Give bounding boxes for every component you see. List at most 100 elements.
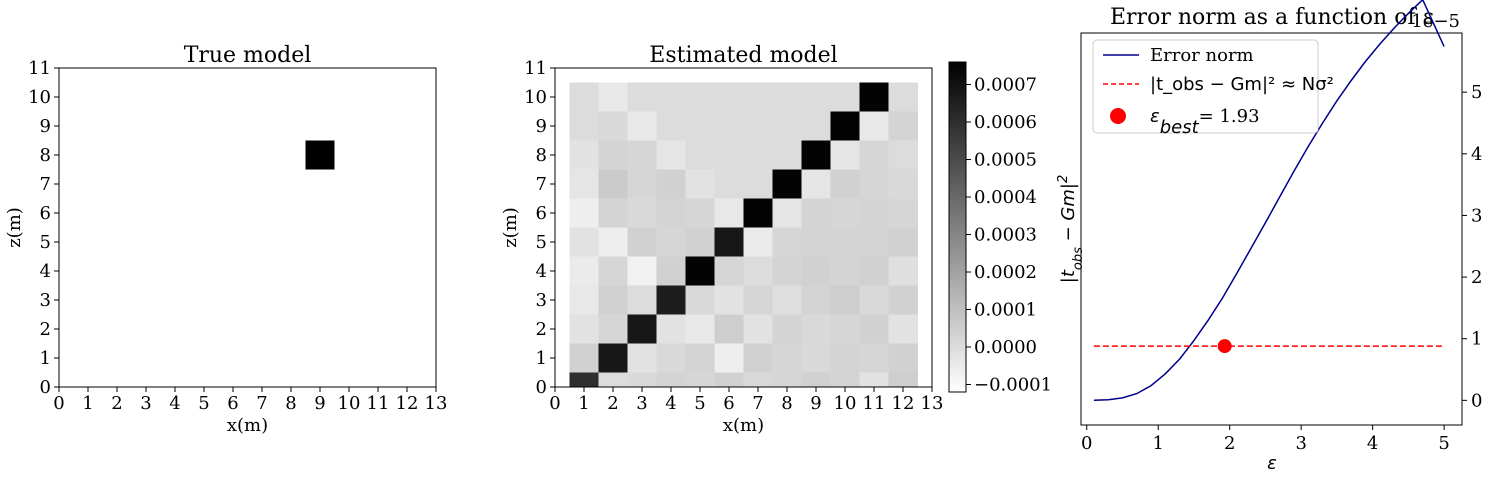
x-tick-label: 3	[140, 393, 151, 414]
estimate-cell	[569, 256, 599, 286]
y-tick-label: 0	[40, 377, 51, 398]
estimate-cell	[801, 256, 831, 286]
y-tick-label: 9	[536, 116, 547, 137]
y-tick-label: 3	[40, 290, 51, 311]
estimate-cell	[598, 169, 628, 199]
x-tick-label: 4	[665, 393, 676, 414]
estimate-cell	[743, 314, 773, 344]
estimate-cell	[772, 140, 802, 170]
x-tick-label: 0	[549, 393, 560, 414]
estimate-cell	[656, 169, 686, 199]
x-tick-label: 13	[921, 393, 944, 414]
colorbar-tick-label: 0.0002	[974, 262, 1037, 283]
estimate-cell	[859, 314, 889, 344]
y-tick-label: 5	[536, 232, 547, 253]
error-norm-panel: Error norm as a function of ε 1e−5 0 1 2 3 4…	[1056, 0, 1482, 474]
estimate-cell	[627, 256, 657, 286]
estimate-cell	[569, 82, 599, 112]
estimate-cell	[743, 343, 773, 373]
estimate-cell	[859, 140, 889, 170]
x-tick-label: 3	[636, 393, 647, 414]
estimate-cell	[598, 314, 628, 344]
estimate-cell	[569, 285, 599, 315]
x-tick-label: 12	[396, 393, 419, 414]
estimate-cell	[685, 285, 715, 315]
estimate-cell	[830, 285, 860, 315]
estimate-cell	[743, 111, 773, 141]
estimate-cell	[743, 227, 773, 257]
x-tick-label: 4	[1367, 433, 1378, 454]
estimate-cell	[714, 285, 744, 315]
x-tick-label: 10	[338, 393, 361, 414]
x-tick-label: 11	[863, 393, 886, 414]
y-tick-label: 2	[536, 319, 547, 340]
estimate-cell	[685, 169, 715, 199]
colorbar-tick-label: 0.0007	[974, 75, 1037, 96]
estimate-cell	[830, 198, 860, 228]
estimate-cell	[830, 256, 860, 286]
estimate-cell	[743, 285, 773, 315]
x-tick-label: 13	[425, 393, 448, 414]
colorbar-tick-label: −0.0001	[974, 375, 1052, 396]
y-tick-label: 0	[1471, 390, 1482, 411]
estimate-cell	[772, 198, 802, 228]
estimate-cell	[714, 140, 744, 170]
estimate-cell	[888, 285, 918, 315]
estimate-cell	[772, 285, 802, 315]
estimate-cell	[859, 82, 889, 112]
estimate-cell	[743, 256, 773, 286]
estimate-cell	[685, 227, 715, 257]
y-tick-label: 4	[1471, 144, 1482, 165]
estimate-cell	[830, 227, 860, 257]
estimate-cell	[743, 82, 773, 112]
estimate-cell	[685, 256, 715, 286]
estimate-cell	[859, 198, 889, 228]
legend-error-norm-label: Error norm	[1150, 45, 1254, 66]
estimate-cell	[598, 372, 628, 388]
estimate-cell	[656, 314, 686, 344]
error-norm-line	[1093, 0, 1445, 402]
estimate-cell	[859, 343, 889, 373]
estimate-cell	[714, 169, 744, 199]
estimate-cell	[888, 140, 918, 170]
estimate-cell	[714, 198, 744, 228]
estimate-cell	[598, 343, 628, 373]
estimate-cell	[801, 372, 831, 388]
x-tick-label: 6	[227, 393, 238, 414]
estimate-cell	[859, 256, 889, 286]
estimate-cell	[801, 343, 831, 373]
estimate-cell	[598, 285, 628, 315]
estimate-cell	[627, 140, 657, 170]
legend-best-marker	[1110, 108, 1126, 124]
y-tick-label: 3	[1471, 205, 1482, 226]
estimate-cell	[569, 111, 599, 141]
estimate-cell	[598, 140, 628, 170]
estimate-cell	[830, 314, 860, 344]
colorbar-tick-label: 0.0001	[974, 300, 1037, 321]
estimate-cell	[656, 285, 686, 315]
x-tick-label: 2	[111, 393, 122, 414]
estimate-cell	[772, 314, 802, 344]
estimate-cell	[859, 111, 889, 141]
estimate-cell	[569, 227, 599, 257]
estimate-cell	[656, 227, 686, 257]
colorbar-gradient	[948, 61, 967, 393]
estimate-cell	[743, 372, 773, 388]
x-tick-label: 9	[314, 393, 325, 414]
estimate-cell	[685, 82, 715, 112]
estimate-cell	[772, 111, 802, 141]
estimate-cell	[830, 111, 860, 141]
y-tick-label: 2	[40, 319, 51, 340]
true-model-title: True model	[184, 43, 312, 68]
x-tick-label: 2	[607, 393, 618, 414]
estimate-cell	[627, 198, 657, 228]
x-tick-label: 3	[1295, 433, 1306, 454]
estimate-cell	[888, 169, 918, 199]
legend-box	[1092, 39, 1319, 134]
estimate-cell	[830, 140, 860, 170]
colorbar-tick-label: 0.0000	[974, 337, 1037, 358]
estimate-cell	[598, 198, 628, 228]
true-model-y-axis-label: z(m)	[4, 207, 25, 248]
estimate-cell	[859, 372, 889, 388]
